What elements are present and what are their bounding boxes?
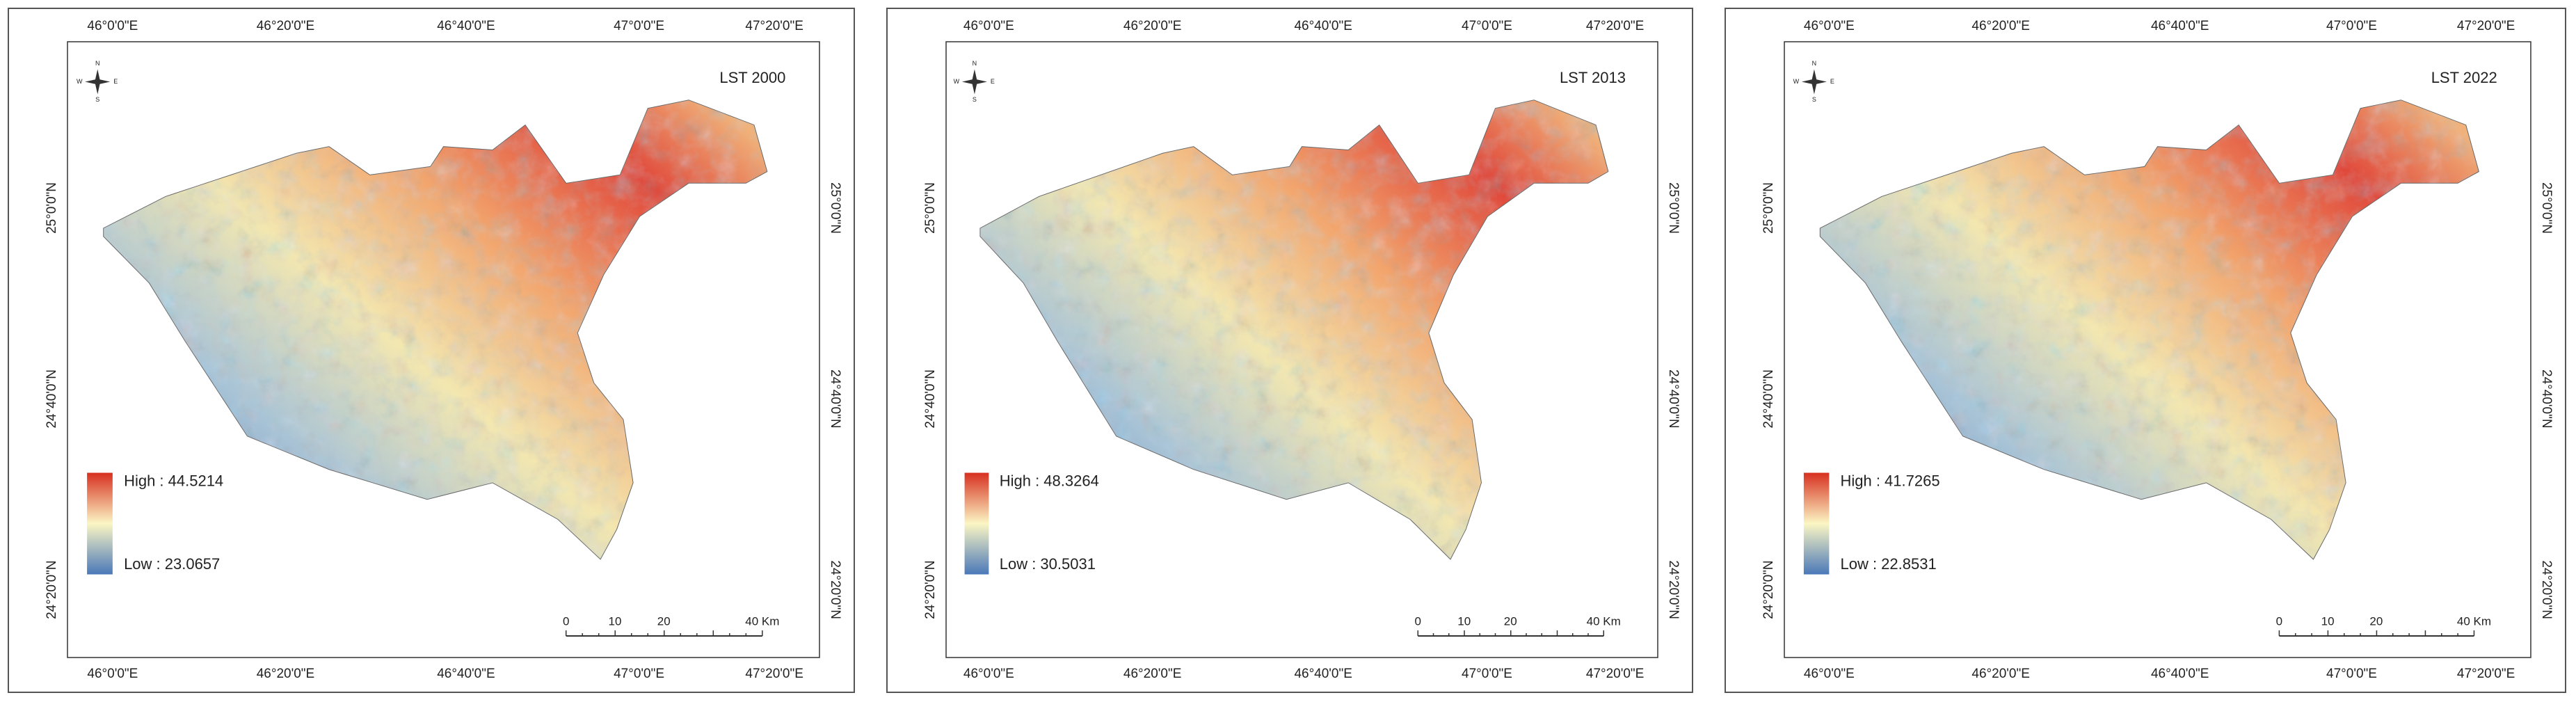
lat-label: 25°0'0"N	[923, 182, 938, 234]
lon-label: 46°40'0"E	[1294, 19, 1352, 33]
compass-letter: E	[1830, 78, 1834, 85]
legend-high: High : 48.3264	[1000, 472, 1099, 490]
compass-letter: W	[1793, 78, 1800, 85]
legend-low: Low : 30.5031	[1000, 555, 1096, 573]
scale-label: 0	[2276, 615, 2282, 628]
lat-label: 24°20'0"N	[1666, 560, 1681, 619]
map-frame	[945, 41, 1658, 658]
lon-label: 47°20'0"E	[1586, 667, 1644, 681]
lat-label: 25°0'0"N	[1761, 182, 1776, 234]
lon-label: 47°0'0"E	[614, 667, 664, 681]
map-panel: 46°0'0"E 46°0'0"E 46°20'0"E 46°20'0"E 46°40'…	[1725, 8, 2566, 693]
lat-label: 24°20'0"N	[45, 560, 59, 619]
lon-label: 46°20'0"E	[257, 19, 314, 33]
legend-ramp	[964, 472, 989, 575]
compass-star	[961, 69, 987, 95]
scale-label: 40 Km	[2457, 615, 2491, 628]
lat-label: 25°0'0"N	[45, 182, 59, 234]
lat-label: 24°40'0"N	[45, 369, 59, 429]
scale-label: 20	[1504, 615, 1517, 628]
compass-star	[85, 69, 111, 95]
lat-label: 24°20'0"N	[2539, 560, 2554, 619]
lon-label: 47°0'0"E	[1462, 667, 1512, 681]
lat-label: 24°40'0"N	[923, 369, 938, 429]
compass-letter: N	[1812, 60, 1817, 67]
lon-label: 47°0'0"E	[1462, 19, 1512, 33]
lst-texture	[1820, 99, 2479, 559]
panel-title: LST 2013	[1560, 69, 1626, 86]
compass-letter: W	[77, 78, 83, 85]
compass-letter: N	[973, 60, 977, 67]
lon-label: 47°20'0"E	[1586, 19, 1644, 33]
map-panel: 46°0'0"E 46°0'0"E 46°20'0"E 46°20'0"E 46°40'…	[886, 8, 1693, 693]
lat-label: 24°20'0"N	[923, 560, 938, 619]
compass-letter: S	[1812, 96, 1816, 103]
map-frame	[67, 41, 820, 658]
lon-label: 46°20'0"E	[257, 667, 314, 681]
legend-high: High : 44.5214	[124, 472, 223, 490]
lon-label: 47°0'0"E	[2326, 667, 2377, 681]
panel-title: LST 2000	[719, 69, 785, 86]
lon-label: 46°0'0"E	[87, 667, 138, 681]
lon-label: 47°20'0"E	[2457, 19, 2515, 33]
compass-letter: S	[973, 96, 977, 103]
legend-low: Low : 22.8531	[1840, 555, 1936, 573]
scale-label: 0	[563, 615, 569, 628]
map-panel: 46°0'0"E 46°0'0"E 46°20'0"E 46°20'0"E 46°40'…	[8, 8, 855, 693]
legend-ramp	[87, 472, 113, 575]
lst-texture	[103, 99, 767, 559]
lon-label: 46°0'0"E	[1804, 19, 1855, 33]
lon-label: 46°20'0"E	[1123, 19, 1181, 33]
lon-label: 46°40'0"E	[437, 19, 495, 33]
map-frame	[1784, 41, 2531, 658]
lon-label: 46°40'0"E	[2151, 19, 2209, 33]
scale-label: 20	[657, 615, 671, 628]
compass-letter: S	[95, 96, 99, 103]
lon-label: 46°20'0"E	[1971, 19, 2029, 33]
lat-label: 24°20'0"N	[1761, 560, 1776, 619]
scale-label: 0	[1415, 615, 1421, 628]
lon-label: 46°40'0"E	[437, 667, 495, 681]
scale-label: 10	[609, 615, 622, 628]
lon-label: 46°20'0"E	[1123, 667, 1181, 681]
lat-label: 24°20'0"N	[828, 560, 842, 619]
lat-label: 24°40'0"N	[1761, 369, 1776, 429]
lon-label: 46°0'0"E	[1804, 667, 1855, 681]
lat-label: 24°40'0"N	[2539, 369, 2554, 429]
compass-letter: E	[991, 78, 995, 85]
lat-label: 25°0'0"N	[1666, 182, 1681, 234]
compass-letter: W	[954, 78, 960, 85]
compass-letter: N	[95, 60, 100, 67]
lat-label: 24°40'0"N	[828, 369, 842, 429]
scale-label: 10	[1457, 615, 1471, 628]
lon-label: 46°0'0"E	[87, 19, 138, 33]
lon-label: 46°20'0"E	[1971, 667, 2029, 681]
lon-label: 47°20'0"E	[745, 19, 803, 33]
legend-low: Low : 23.0657	[124, 555, 220, 573]
lon-label: 47°0'0"E	[614, 19, 664, 33]
scale-label: 20	[2369, 615, 2383, 628]
scale-label: 40 Km	[1587, 615, 1621, 628]
legend-high: High : 41.7265	[1840, 472, 1939, 490]
lst-texture	[979, 99, 1608, 559]
panel-title: LST 2022	[2431, 69, 2497, 86]
lon-label: 47°0'0"E	[2326, 19, 2377, 33]
lon-label: 46°0'0"E	[963, 667, 1014, 681]
scale-label: 10	[2321, 615, 2335, 628]
lat-label: 24°40'0"N	[1666, 369, 1681, 429]
lon-label: 47°20'0"E	[2457, 667, 2515, 681]
legend-ramp	[1803, 472, 1830, 575]
lon-label: 47°20'0"E	[745, 667, 803, 681]
compass-letter: E	[113, 78, 118, 85]
lat-label: 25°0'0"N	[828, 182, 842, 234]
lon-label: 46°40'0"E	[1294, 667, 1352, 681]
lon-label: 46°40'0"E	[2151, 667, 2209, 681]
lon-label: 46°0'0"E	[963, 19, 1014, 33]
lat-label: 25°0'0"N	[2539, 182, 2554, 234]
scale-label: 40 Km	[745, 615, 779, 628]
compass-star	[1801, 69, 1827, 95]
